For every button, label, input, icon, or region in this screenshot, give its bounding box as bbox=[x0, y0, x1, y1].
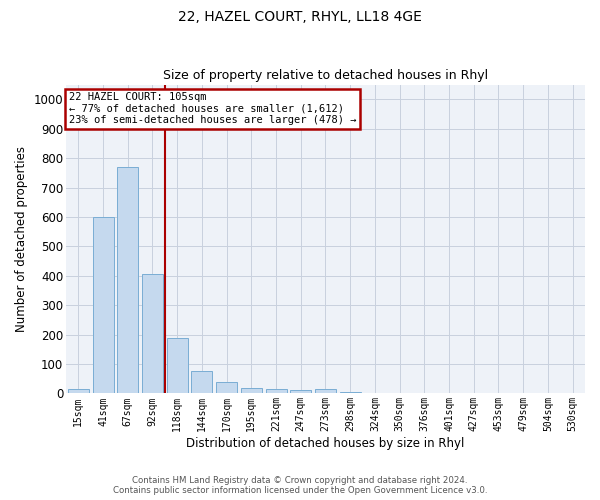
Bar bbox=[241, 388, 262, 394]
Bar bbox=[216, 382, 237, 394]
Bar bbox=[68, 389, 89, 394]
Bar bbox=[266, 389, 287, 394]
Text: 22, HAZEL COURT, RHYL, LL18 4GE: 22, HAZEL COURT, RHYL, LL18 4GE bbox=[178, 10, 422, 24]
Bar bbox=[290, 390, 311, 394]
Bar bbox=[142, 274, 163, 394]
Text: Contains HM Land Registry data © Crown copyright and database right 2024.
Contai: Contains HM Land Registry data © Crown c… bbox=[113, 476, 487, 495]
Bar bbox=[340, 392, 361, 394]
X-axis label: Distribution of detached houses by size in Rhyl: Distribution of detached houses by size … bbox=[186, 437, 464, 450]
Text: 22 HAZEL COURT: 105sqm
← 77% of detached houses are smaller (1,612)
23% of semi-: 22 HAZEL COURT: 105sqm ← 77% of detached… bbox=[68, 92, 356, 126]
Bar bbox=[315, 389, 336, 394]
Bar bbox=[117, 167, 138, 394]
Y-axis label: Number of detached properties: Number of detached properties bbox=[15, 146, 28, 332]
Bar bbox=[167, 338, 188, 394]
Bar bbox=[92, 217, 113, 394]
Title: Size of property relative to detached houses in Rhyl: Size of property relative to detached ho… bbox=[163, 69, 488, 82]
Bar bbox=[191, 372, 212, 394]
